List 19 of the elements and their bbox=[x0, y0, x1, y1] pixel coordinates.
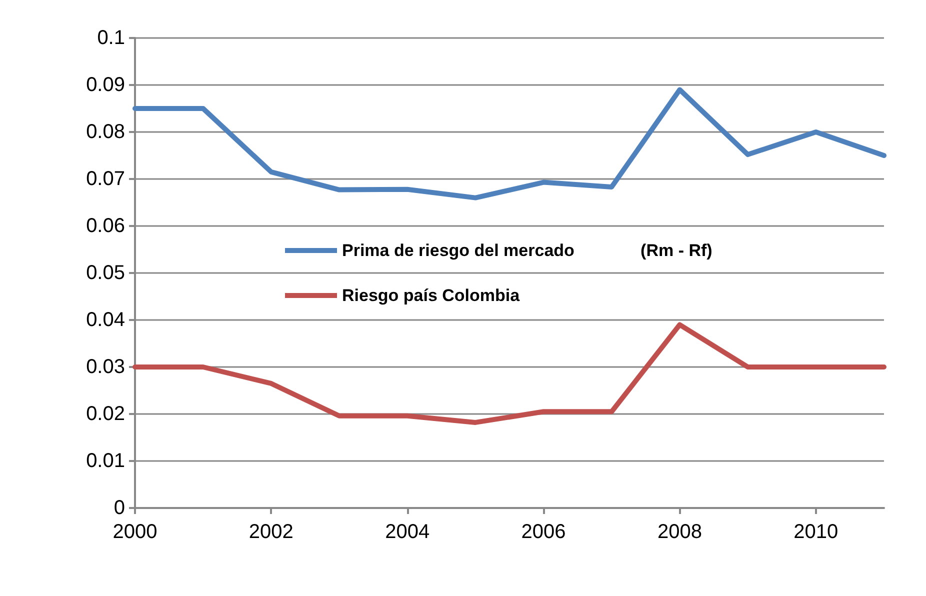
y-tick-label: 0.07 bbox=[86, 168, 125, 190]
y-tick-label: 0.08 bbox=[86, 121, 125, 143]
x-tick-label: 2004 bbox=[385, 521, 430, 543]
y-tick-label: 0 bbox=[114, 497, 125, 519]
y-tick-label: 0.1 bbox=[97, 27, 125, 49]
y-tick-label: 0.05 bbox=[86, 262, 125, 284]
x-tick-label: 2000 bbox=[112, 521, 158, 543]
y-tick-label: 0.03 bbox=[86, 356, 125, 378]
y-tick-label: 0.06 bbox=[86, 215, 125, 237]
y-tick-label: 0.04 bbox=[86, 309, 125, 331]
x-tick-label: 2008 bbox=[657, 521, 702, 543]
x-tick-label: 2010 bbox=[794, 521, 838, 543]
y-tick-label: 0.01 bbox=[86, 450, 125, 472]
legend-label: Prima de riesgo del mercado (Rm - Rf) bbox=[342, 241, 712, 260]
y-tick-label: 0.09 bbox=[86, 74, 125, 96]
legend-label: Riesgo país Colombia bbox=[342, 286, 520, 305]
x-tick-label: 2006 bbox=[521, 521, 566, 543]
y-tick-label: 0.02 bbox=[86, 403, 125, 425]
x-tick-label: 2002 bbox=[248, 521, 294, 543]
